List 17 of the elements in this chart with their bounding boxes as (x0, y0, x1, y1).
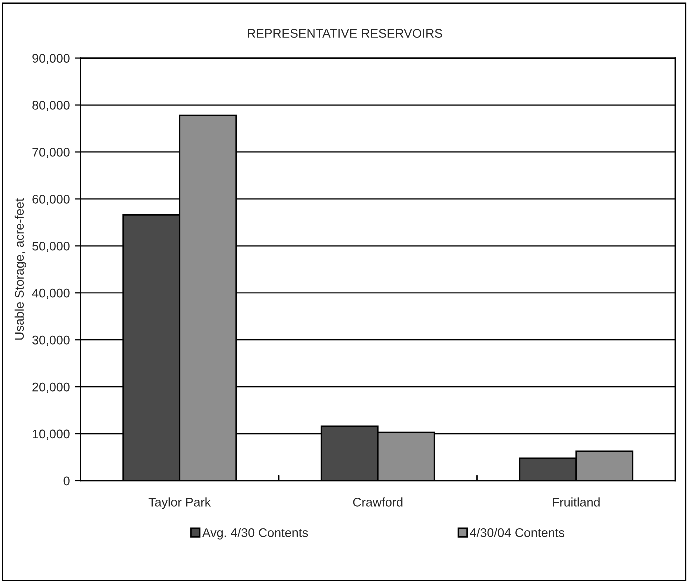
chart-title: REPRESENTATIVE RESERVOIRS (248, 29, 442, 38)
y-tick-label: 10,000 (33, 430, 70, 440)
y-tick-label: 30,000 (32, 336, 70, 346)
y-tick-label: 50,000 (32, 242, 70, 252)
y-axis-title: Usable Storage, acre-feet (14, 198, 27, 340)
y-tick-label: 40,000 (32, 288, 70, 300)
y-tick-label: 80,000 (32, 101, 70, 112)
x-tick-label: Crawford (353, 498, 403, 507)
y-tick-label: 0 (64, 476, 70, 486)
y-tick-label: 90,000 (32, 54, 70, 64)
y-tick-label: 70,000 (32, 148, 70, 158)
x-tick-label: Fruitland (553, 498, 600, 507)
legend-label: 4/30/04 Contents (470, 528, 565, 538)
x-tick-label: Taylor Park (148, 498, 212, 510)
y-tick-label: 20,000 (32, 382, 70, 394)
y-tick-label: 60,000 (32, 194, 70, 206)
legend-label: Avg. 4/30 Contents (202, 528, 308, 540)
